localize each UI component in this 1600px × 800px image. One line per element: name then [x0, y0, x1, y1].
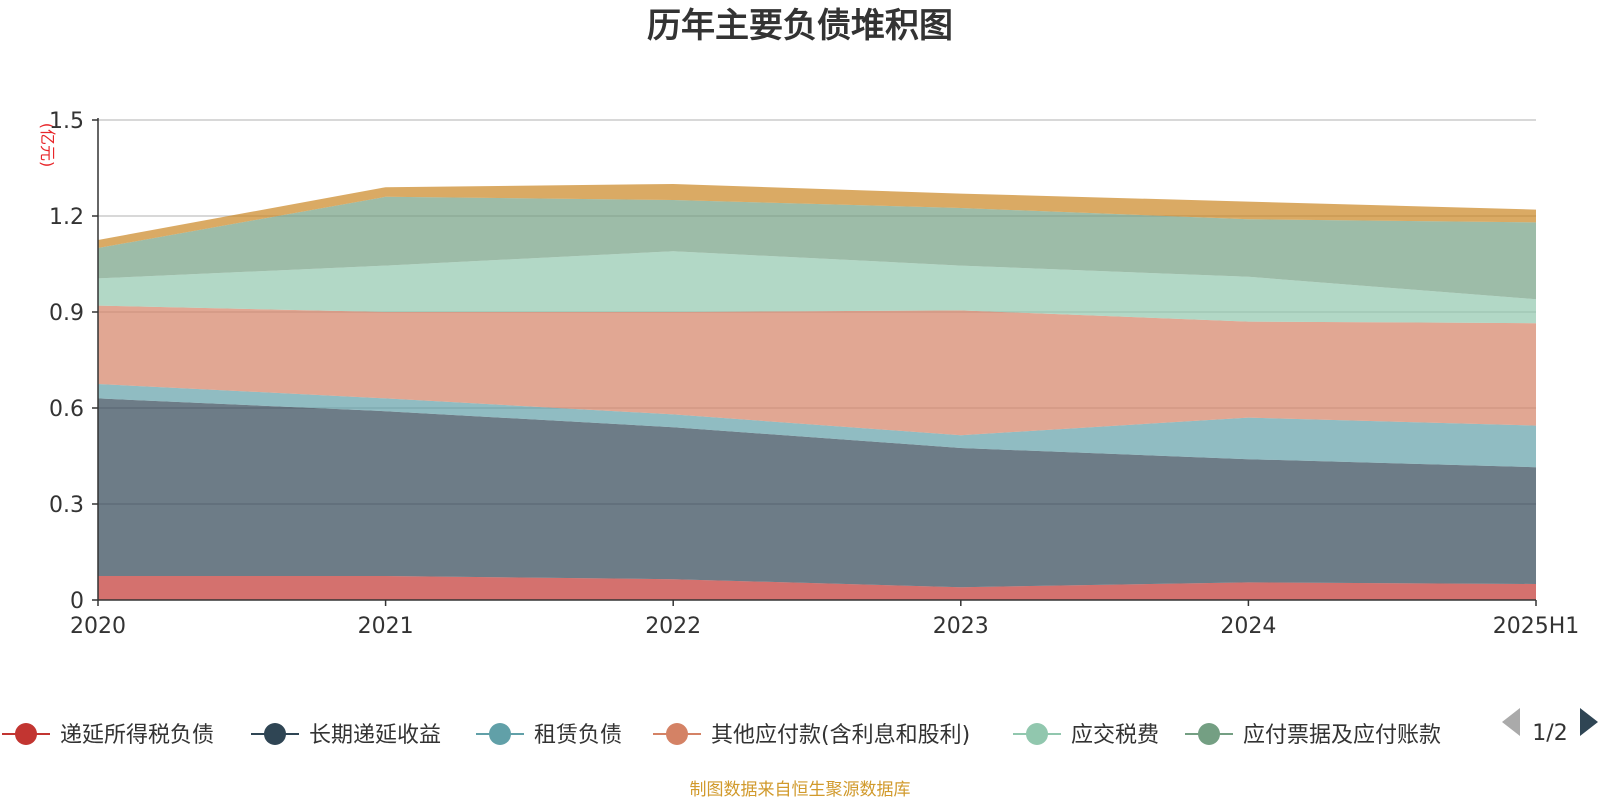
legend-next-page-icon[interactable] [1580, 708, 1598, 736]
y-tick-label: 0 [70, 589, 84, 614]
y-tick-label: 0.9 [49, 301, 84, 326]
legend-circle-icon [15, 723, 37, 745]
legend-label: 应付票据及应付账款 [1243, 723, 1441, 748]
x-tick-label: 2024 [1220, 614, 1276, 639]
x-tick-label: 2020 [70, 614, 126, 639]
legend-label: 租赁负债 [534, 723, 622, 748]
area-series-6 [98, 184, 1536, 248]
legend-circle-icon [1198, 723, 1220, 745]
legend-label: 长期递延收益 [309, 723, 441, 748]
legend-circle-icon [1026, 723, 1048, 745]
area-series-5 [98, 196, 1536, 300]
y-tick-label: 0.3 [49, 493, 84, 518]
x-tick-label: 2023 [933, 614, 989, 639]
legend-circle-icon [489, 723, 511, 745]
area-series-2 [98, 384, 1536, 468]
legend-item[interactable]: 应付票据及应付账款 [1185, 723, 1441, 748]
legend-label: 递延所得税负债 [60, 723, 214, 748]
legend-item[interactable]: 租赁负债 [476, 723, 622, 748]
area-series-3 [98, 305, 1536, 436]
legend-prev-page-icon[interactable] [1502, 708, 1520, 736]
y-axis-unit-label: (亿元) [38, 123, 57, 168]
legend: 递延所得税负债 长期递延收益 租赁负债 其他应付款(含利息和股利) 应交税费 应付票据及应… [2, 723, 1441, 748]
legend-item[interactable]: 长期递延收益 [251, 723, 441, 748]
axes: 0 0.3 0.6 0.9 1.2 1.5 2020 2021 2022 2023 2024 2025… [49, 109, 1579, 639]
legend-item[interactable]: 递延所得税负债 [2, 723, 214, 748]
legend-item[interactable]: 应交税费 [1013, 723, 1159, 748]
legend-label: 其他应付款(含利息和股利) [711, 723, 970, 748]
legend-pager: 1/2 [1502, 708, 1598, 746]
data-source-note: 制图数据来自恒生聚源数据库 [690, 780, 911, 800]
legend-circle-icon [666, 723, 688, 745]
y-tick-label: 0.6 [49, 397, 84, 422]
legend-item[interactable]: 其他应付款(含利息和股利) [653, 723, 970, 748]
area-series-0 [98, 576, 1536, 600]
y-tick-label: 1.5 [49, 109, 84, 134]
y-tick-label: 1.2 [49, 205, 84, 230]
chart-title: 历年主要负债堆积图 [647, 6, 953, 46]
x-tick-label: 2025H1 [1493, 614, 1580, 639]
area-series [98, 184, 1536, 600]
x-tick-label: 2021 [358, 614, 414, 639]
legend-page-indicator: 1/2 [1532, 721, 1567, 746]
area-series-4 [98, 251, 1536, 324]
legend-label: 应交税费 [1071, 723, 1159, 748]
x-tick-label: 2022 [645, 614, 701, 639]
legend-circle-icon [264, 723, 286, 745]
area-series-1 [98, 398, 1536, 588]
